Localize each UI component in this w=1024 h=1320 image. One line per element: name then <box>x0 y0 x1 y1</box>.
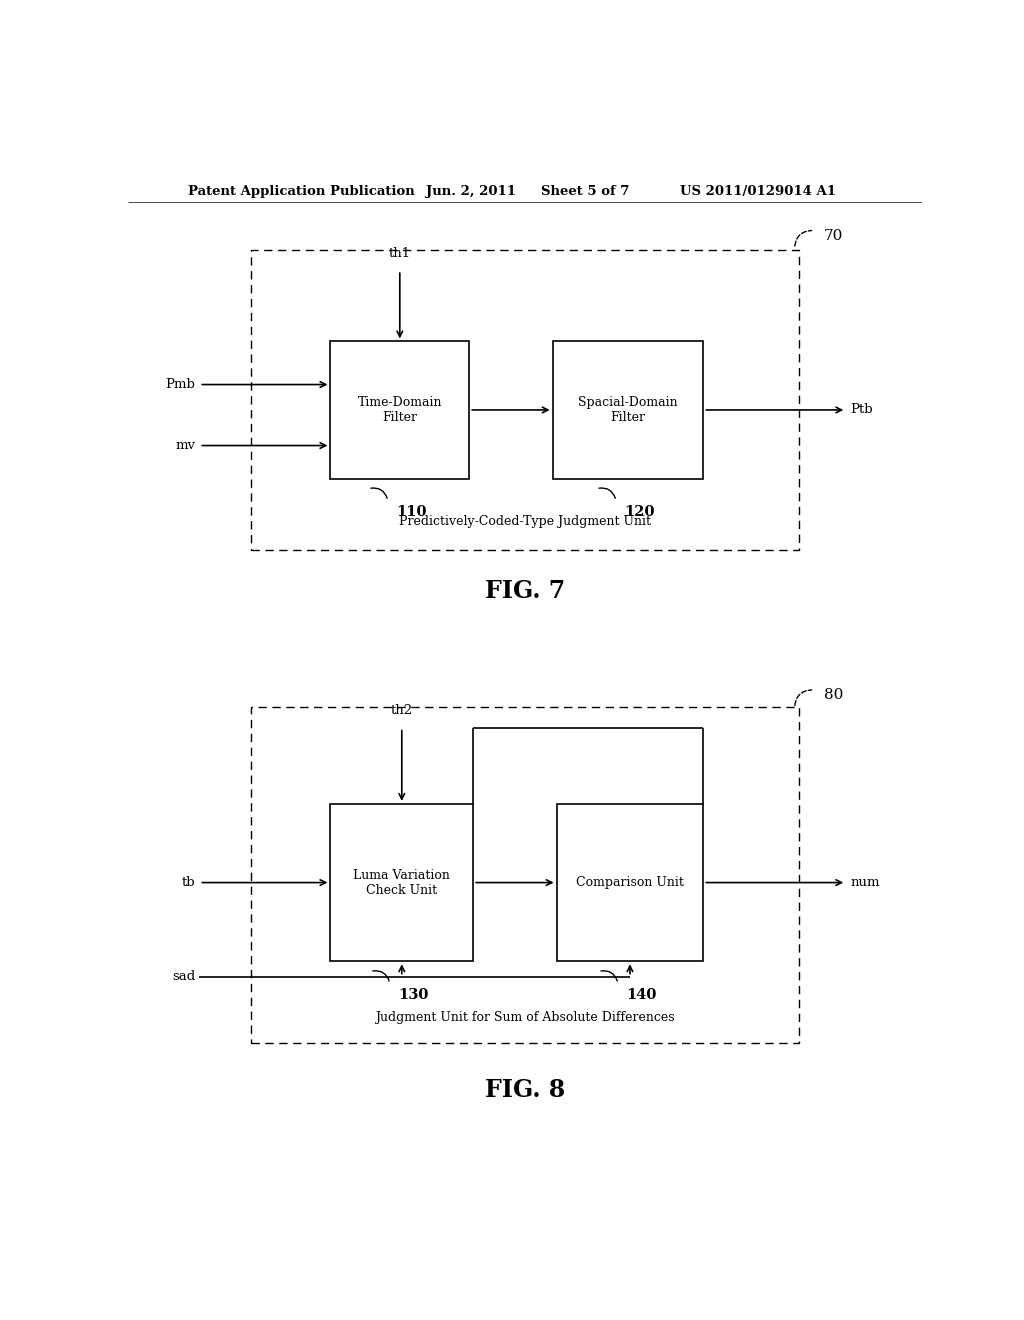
Text: Sheet 5 of 7: Sheet 5 of 7 <box>541 185 629 198</box>
Text: Judgment Unit for Sum of Absolute Differences: Judgment Unit for Sum of Absolute Differ… <box>375 1011 675 1024</box>
Text: Time-Domain
Filter: Time-Domain Filter <box>357 396 442 424</box>
Text: 70: 70 <box>824 228 844 243</box>
Text: 120: 120 <box>624 506 654 519</box>
Bar <box>251 249 799 549</box>
Text: Ptb: Ptb <box>850 404 872 416</box>
Bar <box>251 708 799 1043</box>
Text: 140: 140 <box>626 987 656 1002</box>
Text: 80: 80 <box>824 688 844 702</box>
Text: FIG. 7: FIG. 7 <box>484 579 565 603</box>
Text: Spacial-Domain
Filter: Spacial-Domain Filter <box>579 396 678 424</box>
Text: US 2011/0129014 A1: US 2011/0129014 A1 <box>680 185 836 198</box>
Bar <box>553 342 703 479</box>
Bar <box>331 804 473 961</box>
Text: tb: tb <box>182 876 196 890</box>
Text: Luma Variation
Check Unit: Luma Variation Check Unit <box>353 869 451 896</box>
Text: num: num <box>850 876 880 890</box>
Text: Comparison Unit: Comparison Unit <box>577 876 684 890</box>
Bar <box>557 804 703 961</box>
Text: Pmb: Pmb <box>166 378 196 391</box>
Text: sad: sad <box>172 970 196 983</box>
Text: th1: th1 <box>389 247 411 260</box>
Text: 130: 130 <box>397 987 428 1002</box>
Text: Jun. 2, 2011: Jun. 2, 2011 <box>426 185 516 198</box>
Text: 110: 110 <box>396 506 426 519</box>
Bar <box>331 342 469 479</box>
Text: Patent Application Publication: Patent Application Publication <box>187 185 415 198</box>
Text: th2: th2 <box>391 705 413 718</box>
Text: FIG. 8: FIG. 8 <box>484 1078 565 1102</box>
Text: mv: mv <box>175 440 196 451</box>
Text: Predictively-Coded-Type Judgment Unit: Predictively-Coded-Type Judgment Unit <box>398 515 651 528</box>
